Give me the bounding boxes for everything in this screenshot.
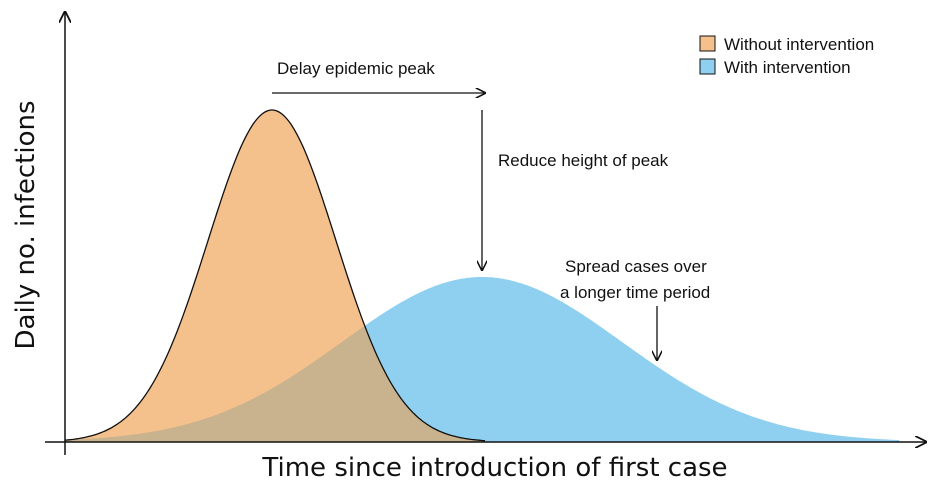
legend-label: Without intervention xyxy=(724,35,874,54)
x-axis-label: Time since introduction of first case xyxy=(261,453,727,483)
legend-swatch xyxy=(699,35,716,52)
legend-swatch xyxy=(699,58,716,75)
y-axis-label: Daily no. infections xyxy=(11,100,41,349)
annotation: Spread cases over xyxy=(565,257,707,276)
without-intervention-outline xyxy=(64,109,486,442)
annotation: Delay epidemic peak xyxy=(277,59,435,78)
legend-label: With intervention xyxy=(724,58,851,77)
annotation: a longer time period xyxy=(560,283,710,302)
overlap-area xyxy=(65,326,485,442)
without-intervention-curve xyxy=(65,110,485,442)
annotation: Reduce height of peak xyxy=(498,151,669,170)
